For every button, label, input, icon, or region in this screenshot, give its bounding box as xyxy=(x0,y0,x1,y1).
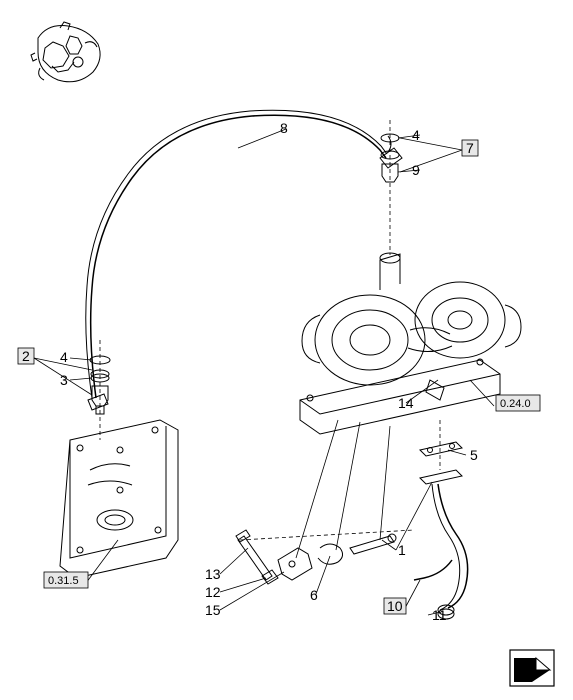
callout-8: 8 xyxy=(280,120,288,136)
callout-11: 11 xyxy=(432,607,447,623)
callout-4b: 4 xyxy=(412,127,420,143)
callout-1: 1 xyxy=(398,542,406,558)
bracket-bolt-cluster xyxy=(236,530,414,584)
hose-assembly xyxy=(86,110,402,410)
callout-10-box: 10 xyxy=(387,598,403,614)
callout-5: 5 xyxy=(470,447,478,463)
callout-13: 13 xyxy=(205,566,221,582)
callout-12: 12 xyxy=(205,584,221,600)
callout-6: 6 xyxy=(310,587,318,603)
boxed-callouts: 2 7 10 xyxy=(18,140,478,614)
next-page-icon[interactable] xyxy=(510,650,554,686)
drain-pipe-assembly xyxy=(414,420,468,619)
callout-9: 9 xyxy=(412,162,420,178)
refbox-0240: 0.24.0 xyxy=(500,398,531,410)
callout-15: 14 xyxy=(398,395,414,411)
callout-14: 15 xyxy=(205,602,221,618)
heat-exchanger-plate xyxy=(60,420,178,578)
callout-4a: 4 xyxy=(60,349,68,365)
reference-boxes: 0.31.5 0.24.0 xyxy=(44,395,540,588)
refbox-0315: 0.31.5 xyxy=(48,575,79,587)
left-connector-stack xyxy=(90,340,110,440)
callout-3: 3 xyxy=(60,372,68,388)
engine-thumbnail-icon xyxy=(30,18,110,88)
callout-2-box: 2 xyxy=(22,348,30,364)
callout-labels: 8 4 3 4 9 5 14 1 13 12 15 6 11 xyxy=(60,120,478,623)
callout-7-box: 7 xyxy=(466,140,474,156)
diagram-canvas: 8 4 3 4 9 5 14 1 13 12 15 6 11 2 7 10 0.… xyxy=(0,0,573,700)
